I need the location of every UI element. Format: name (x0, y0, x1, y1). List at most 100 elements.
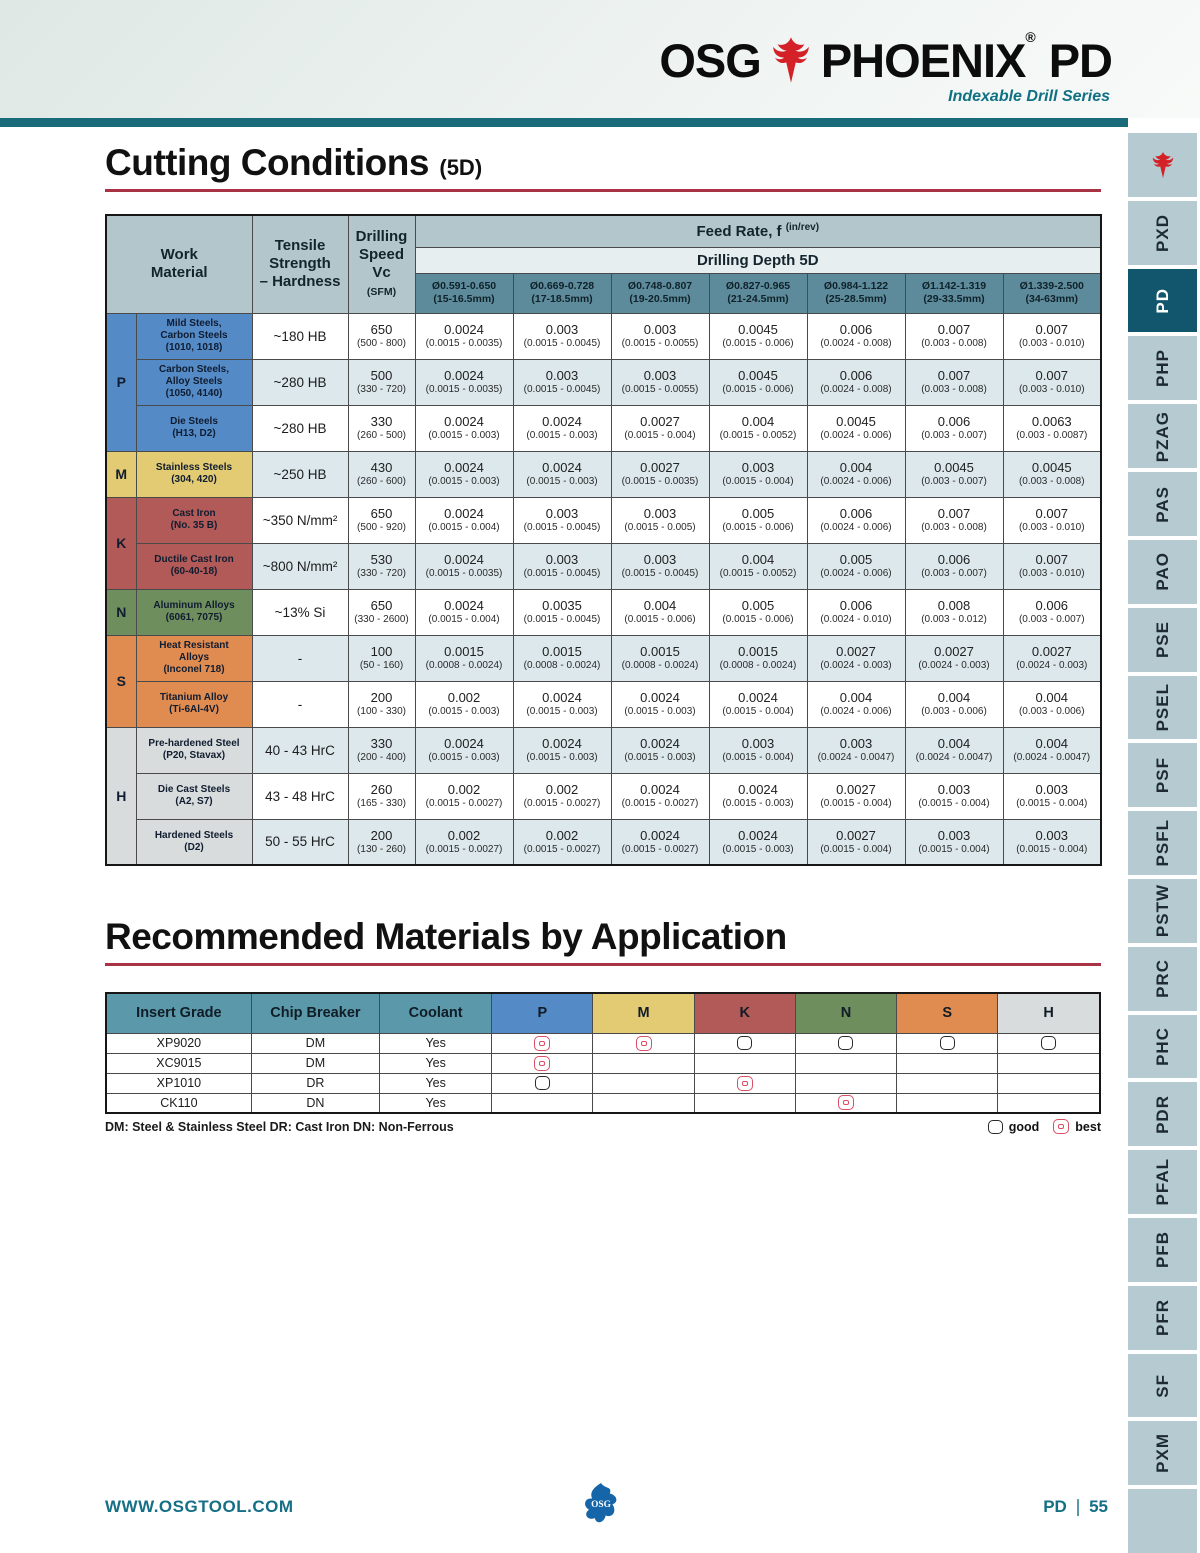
sidebar-tab-PXM[interactable]: PXM (1128, 1421, 1197, 1486)
insert-grade-cell: XP1010 (105, 1072, 252, 1094)
sidebar-tab-PZAG[interactable]: PZAG (1128, 404, 1197, 469)
feed-cell-6: 0.007 (0.003 - 0.008) (904, 312, 1004, 360)
sidebar-tab-PFB[interactable]: PFB (1128, 1218, 1197, 1282)
diameter-header-6: Ø1.142-1.319 (29-33.5mm) (904, 272, 1004, 314)
sidebar-tab-phoenix[interactable] (1128, 133, 1197, 197)
feed-value: 0.004 (741, 414, 775, 430)
speed-value: 260 (370, 782, 393, 798)
sidebar-tab-PDR[interactable]: PDR (1128, 1082, 1197, 1147)
rating-cell-P (491, 1072, 594, 1094)
group-letter-N: N (105, 588, 137, 636)
feed-cell-1: 0.0015 (0.0008 - 0.0024) (414, 634, 514, 682)
sidebar-tab-PHP[interactable]: PHP (1128, 336, 1197, 401)
feed-range: (0.0015 - 0.003) (624, 706, 696, 718)
sidebar-tab-label: PD (1152, 287, 1172, 314)
feed-value: 0.0024 (542, 414, 582, 430)
feed-rate-header: Feed Rate, f (in/rev) (414, 214, 1102, 248)
sidebar-tab-SF[interactable]: SF (1128, 1353, 1197, 1418)
speed-unit: (SFM) (366, 286, 397, 299)
feed-range: (0.0015 - 0.003) (526, 476, 598, 488)
sidebar-tab-PXD[interactable]: PXD (1128, 200, 1197, 265)
insert-grade-row-CK110: CK110 DN Yes (105, 1092, 1101, 1114)
sidebar-tab-PSF[interactable]: PSF (1128, 743, 1197, 808)
feed-cell-7: 0.007 (0.003 - 0.010) (1002, 496, 1102, 544)
feed-cell-5: 0.0045 (0.0024 - 0.006) (806, 404, 906, 452)
feed-cell-5: 0.004 (0.0024 - 0.006) (806, 450, 906, 498)
sidebar-tab-PFR[interactable]: PFR (1128, 1285, 1197, 1350)
rating-cell-S (896, 1032, 999, 1054)
coolant-header: Coolant (379, 992, 493, 1034)
feed-cell-2: 0.0024 (0.0015 - 0.003) (512, 404, 612, 452)
sidebar-tab-PSFL[interactable]: PSFL (1128, 811, 1197, 875)
sidebar-tab-PSEL[interactable]: PSEL (1128, 675, 1197, 740)
sidebar-tab-PAS[interactable]: PAS (1128, 472, 1197, 536)
speed-value: 530 (370, 552, 393, 568)
feed-cell-1: 0.0024 (0.0015 - 0.004) (414, 588, 514, 636)
feed-range: (0.0024 - 0.006) (820, 706, 892, 718)
page-header: OSG PHOENIX® PD Indexable Drill Series (0, 0, 1200, 118)
feed-value: 0.008 (937, 598, 971, 614)
cutting-row-S-2: Titanium Alloy (Ti-6Al-4V) -200 (100 - 330… (106, 680, 1102, 728)
feed-value: 0.007 (937, 322, 971, 338)
feed-cell-5: 0.0027 (0.0015 - 0.004) (806, 772, 906, 820)
sidebar-tab-PSE[interactable]: PSE (1128, 607, 1197, 672)
rating-cell-P (491, 1032, 594, 1054)
app-table-notes: DM: Steel & Stainless Steel DR: Cast Iro… (105, 1119, 1101, 1134)
feed-value: 0.003 (741, 736, 775, 752)
feed-value: 0.0063 (1031, 414, 1072, 430)
feed-cell-5: 0.003 (0.0024 - 0.0047) (806, 726, 906, 774)
hardness-cell: 50 - 55 HrC (251, 818, 349, 866)
feed-range: (0.0015 - 0.004) (624, 430, 696, 442)
drilling-speed-cell: 530 (330 - 720) (347, 542, 416, 590)
speed-value: 430 (370, 460, 393, 476)
group-letter-K: K (105, 496, 137, 590)
sidebar-tab-PRC[interactable]: PRC (1128, 946, 1197, 1011)
sidebar-tab-PSTW[interactable]: PSTW (1128, 878, 1197, 943)
sidebar-tab-PFAL[interactable]: PFAL (1128, 1150, 1197, 1214)
rating-cell-H (997, 1032, 1101, 1054)
sidebar-tab-PHC[interactable]: PHC (1128, 1014, 1197, 1079)
feed-range: (0.003 - 0.007) (921, 568, 987, 580)
feed-cell-7: 0.004 (0.0024 - 0.0047) (1002, 726, 1102, 774)
diameter-mm: (29-33.5mm) (923, 293, 985, 305)
header-divider-bar (0, 118, 1128, 127)
feed-cell-3: 0.0024 (0.0015 - 0.003) (610, 680, 710, 728)
feed-range: (0.0015 - 0.0035) (425, 338, 503, 350)
rating-cell-S (896, 1092, 999, 1114)
app-column-header-H: H (997, 992, 1101, 1034)
feed-cell-1: 0.0024 (0.0015 - 0.003) (414, 726, 514, 774)
speed-range: (130 - 260) (357, 844, 406, 856)
drilling-speed-cell: 330 (260 - 500) (347, 404, 416, 452)
feed-range: (0.0015 - 0.004) (820, 844, 892, 856)
feed-value: 0.004 (937, 690, 971, 706)
recommended-materials-body: XP9020 DM Yes XC9015 DM Yes XP1010 DR Yes CK110 DN… (105, 1032, 1101, 1114)
feed-cell-5: 0.004 (0.0024 - 0.006) (806, 680, 906, 728)
insert-grade-row-XC9015: XC9015 DM Yes (105, 1052, 1101, 1074)
feed-cell-4: 0.0015 (0.0008 - 0.0024) (708, 634, 808, 682)
hardness-cell: ~250 HB (251, 450, 349, 498)
feed-value: 0.0024 (444, 322, 484, 338)
diameter-inch: Ø1.339-2.500 (1019, 279, 1084, 292)
insert-grade-header: Insert Grade (105, 992, 252, 1034)
sidebar-tab-PAO[interactable]: PAO (1128, 539, 1197, 604)
feed-cell-4: 0.0024 (0.0015 - 0.004) (708, 680, 808, 728)
sidebar-tab-PD[interactable]: PD (1128, 268, 1197, 333)
feed-cell-5: 0.0027 (0.0015 - 0.004) (806, 818, 906, 866)
speed-value: 500 (370, 368, 393, 384)
hardness-cell: 43 - 48 HrC (251, 772, 349, 820)
feed-value: 0.002 (447, 827, 481, 843)
sidebar-tab-blank-20[interactable] (1128, 1489, 1197, 1553)
cutting-row-K-1: K Cast Iron (No. 35 B) ~350 N/mm² 650 (500 -… (105, 496, 1102, 590)
feed-range: (0.0015 - 0.0027) (523, 798, 601, 810)
feed-range: (0.0024 - 0.0047) (1013, 752, 1091, 764)
feed-value: 0.0024 (542, 736, 582, 752)
feed-cell-6: 0.004 (0.003 - 0.006) (904, 680, 1004, 728)
hardness-cell: 40 - 43 HrC (251, 726, 349, 774)
feed-cell-7: 0.003 (0.0015 - 0.004) (1002, 772, 1102, 820)
footer-website-link[interactable]: WWW.OSGTOOL.COM (105, 1497, 294, 1516)
rating-cell-S (896, 1052, 999, 1074)
feed-cell-1: 0.002 (0.0015 - 0.0027) (414, 772, 514, 820)
feed-range: (0.0024 - 0.006) (820, 476, 892, 488)
cutting-conditions-table: Work Material Tensile Strength – Hardnes… (105, 214, 1103, 866)
sidebar-tab-label: PSEL (1152, 683, 1172, 732)
